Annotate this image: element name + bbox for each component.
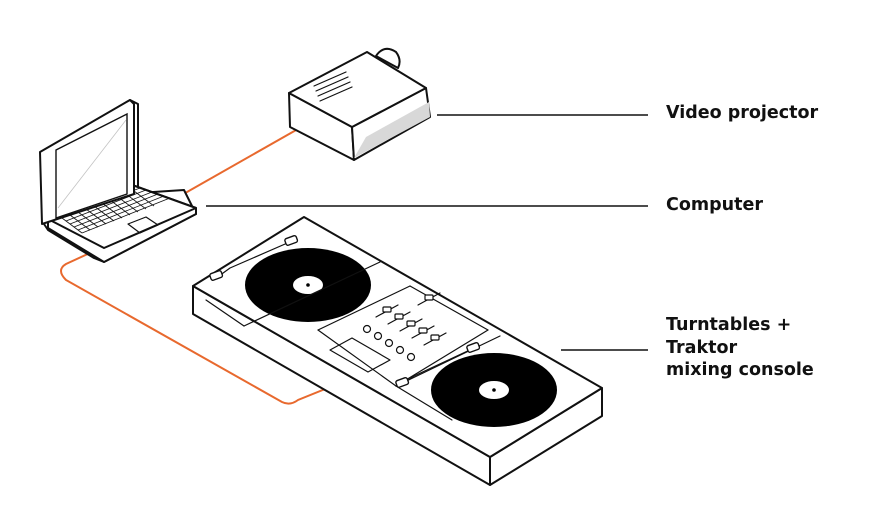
cables [60,120,346,405]
laptop-screen-glare [57,119,127,209]
cable-laptop-to-projector [179,120,313,197]
dj-console-illustration [192,216,603,486]
right-tonearm-base [466,341,481,353]
right-cartridge [395,376,410,388]
cable-laptop-to-console [60,251,346,405]
projector-illustration [288,47,431,161]
projector-vents [313,71,353,102]
mixer-faders [375,292,447,346]
label-turntables: Turntables + Traktor mixing console [666,314,814,382]
label-turntables-line-3: mixing console [666,360,814,380]
label-computer-text: Computer [666,195,763,215]
label-turntables-line-1: Turntables + [666,315,792,335]
label-video-projector: Video projector [666,102,818,125]
laptop-illustration [39,99,197,263]
laptop-trackpad [127,216,159,234]
left-tonearm [218,240,293,277]
label-turntables-line-2: Traktor [666,337,738,358]
mixer-screen [329,337,391,373]
mixer-knobs [362,324,416,362]
center-mixer [317,285,489,387]
left-cartridge [209,269,224,281]
leader-lines [206,114,648,351]
right-turntable [395,335,557,427]
left-turntable [205,234,381,327]
laptop-screen [55,112,128,219]
label-computer: Computer [666,194,763,217]
label-video-projector-text: Video projector [666,103,819,123]
left-tonearm-base [284,234,299,246]
